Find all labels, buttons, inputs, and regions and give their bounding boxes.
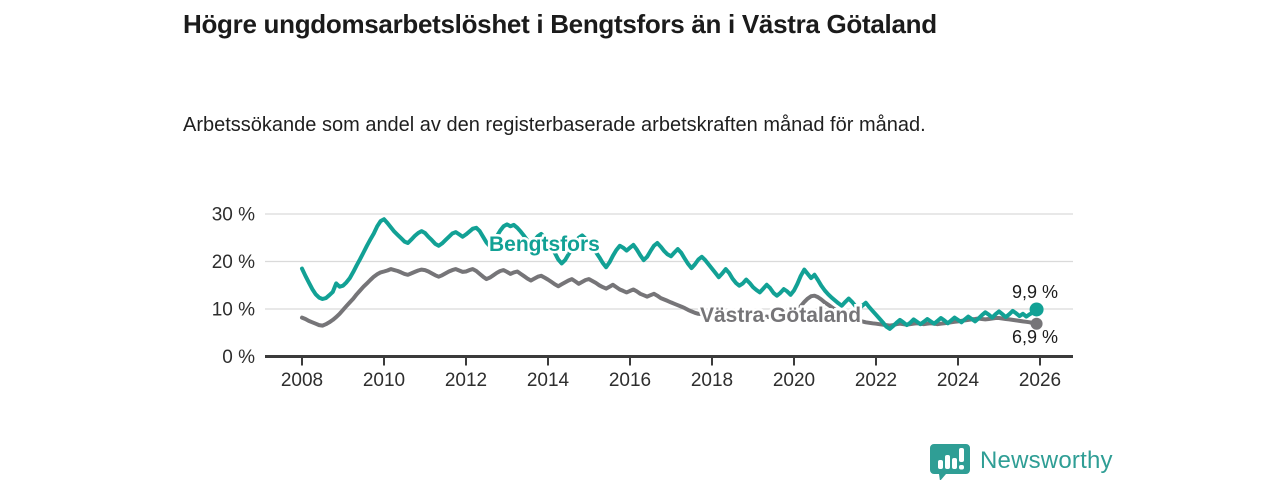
y-tick-label-20: 20 % (212, 252, 255, 273)
chart-subtitle: Arbetssökande som andel av den registerb… (183, 114, 926, 136)
x-tick-label-2012: 2012 (445, 370, 487, 391)
newsworthy-chart-bubble-icon (930, 444, 970, 480)
end-label-bengtsfors: 9,9 % (1012, 282, 1058, 302)
y-tick-label-10: 10 % (212, 300, 255, 321)
series-line-vastra-gotaland (300, 267, 1039, 328)
x-tick-label-2024: 2024 (937, 370, 980, 391)
series-label-bengtsfors: Bengtsfors (489, 233, 600, 256)
x-tick-label-2014: 2014 (527, 370, 570, 391)
brand-footer: Newsworthy (930, 441, 1113, 480)
x-tick-label-2008: 2008 (281, 370, 323, 391)
series-label-vastra-gotaland: Västra Götaland (700, 304, 861, 327)
x-tick-label-2022: 2022 (855, 370, 897, 391)
y-tick-label-0: 0 % (222, 347, 255, 368)
page-title: Högre ungdomsarbetslöshet i Bengtsfors ä… (183, 9, 937, 39)
series-line-bengtsfors (300, 217, 1039, 331)
x-tick-label-2016: 2016 (609, 370, 651, 391)
x-tick-label-2020: 2020 (773, 370, 815, 391)
chart-area: 2008 2010 2012 2014 2016 2018 2020 2022 2024 2026… (212, 205, 1073, 391)
end-dot-vastra-gotaland (1030, 317, 1043, 330)
x-tick-label-2026: 2026 (1019, 370, 1061, 391)
end-label-vastra-gotaland: 6,9 % (1012, 327, 1058, 347)
x-tick-label-2010: 2010 (363, 370, 405, 391)
y-tick-label-30: 30 % (212, 205, 255, 226)
end-dot-bengtsfors (1029, 302, 1044, 317)
x-tick-label-2018: 2018 (691, 370, 733, 391)
brand-name: Newsworthy (980, 447, 1113, 474)
unemployment-line-chart: 2008 2010 2012 2014 2016 2018 2020 2022 2024 2026… (212, 205, 1073, 391)
